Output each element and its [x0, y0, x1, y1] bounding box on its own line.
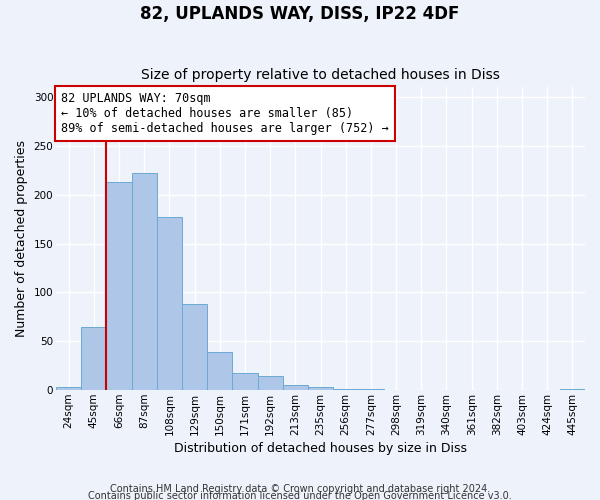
Text: 82, UPLANDS WAY, DISS, IP22 4DF: 82, UPLANDS WAY, DISS, IP22 4DF: [140, 5, 460, 23]
Bar: [207, 352, 232, 390]
Bar: [106, 182, 131, 390]
Text: 82 UPLANDS WAY: 70sqm
← 10% of detached houses are smaller (85)
89% of semi-deta: 82 UPLANDS WAY: 70sqm ← 10% of detached …: [61, 92, 389, 135]
Bar: [56, 387, 81, 390]
Bar: [283, 386, 308, 390]
X-axis label: Distribution of detached houses by size in Diss: Distribution of detached houses by size …: [174, 442, 467, 455]
Bar: [358, 389, 383, 390]
Bar: [232, 372, 257, 390]
Text: Contains public sector information licensed under the Open Government Licence v3: Contains public sector information licen…: [88, 491, 512, 500]
Bar: [560, 389, 585, 390]
Bar: [131, 174, 157, 390]
Bar: [308, 387, 333, 390]
Bar: [333, 389, 358, 390]
Title: Size of property relative to detached houses in Diss: Size of property relative to detached ho…: [141, 68, 500, 82]
Y-axis label: Number of detached properties: Number of detached properties: [15, 140, 28, 337]
Bar: [157, 218, 182, 390]
Bar: [182, 304, 207, 390]
Bar: [81, 326, 106, 390]
Text: Contains HM Land Registry data © Crown copyright and database right 2024.: Contains HM Land Registry data © Crown c…: [110, 484, 490, 494]
Bar: [257, 376, 283, 390]
